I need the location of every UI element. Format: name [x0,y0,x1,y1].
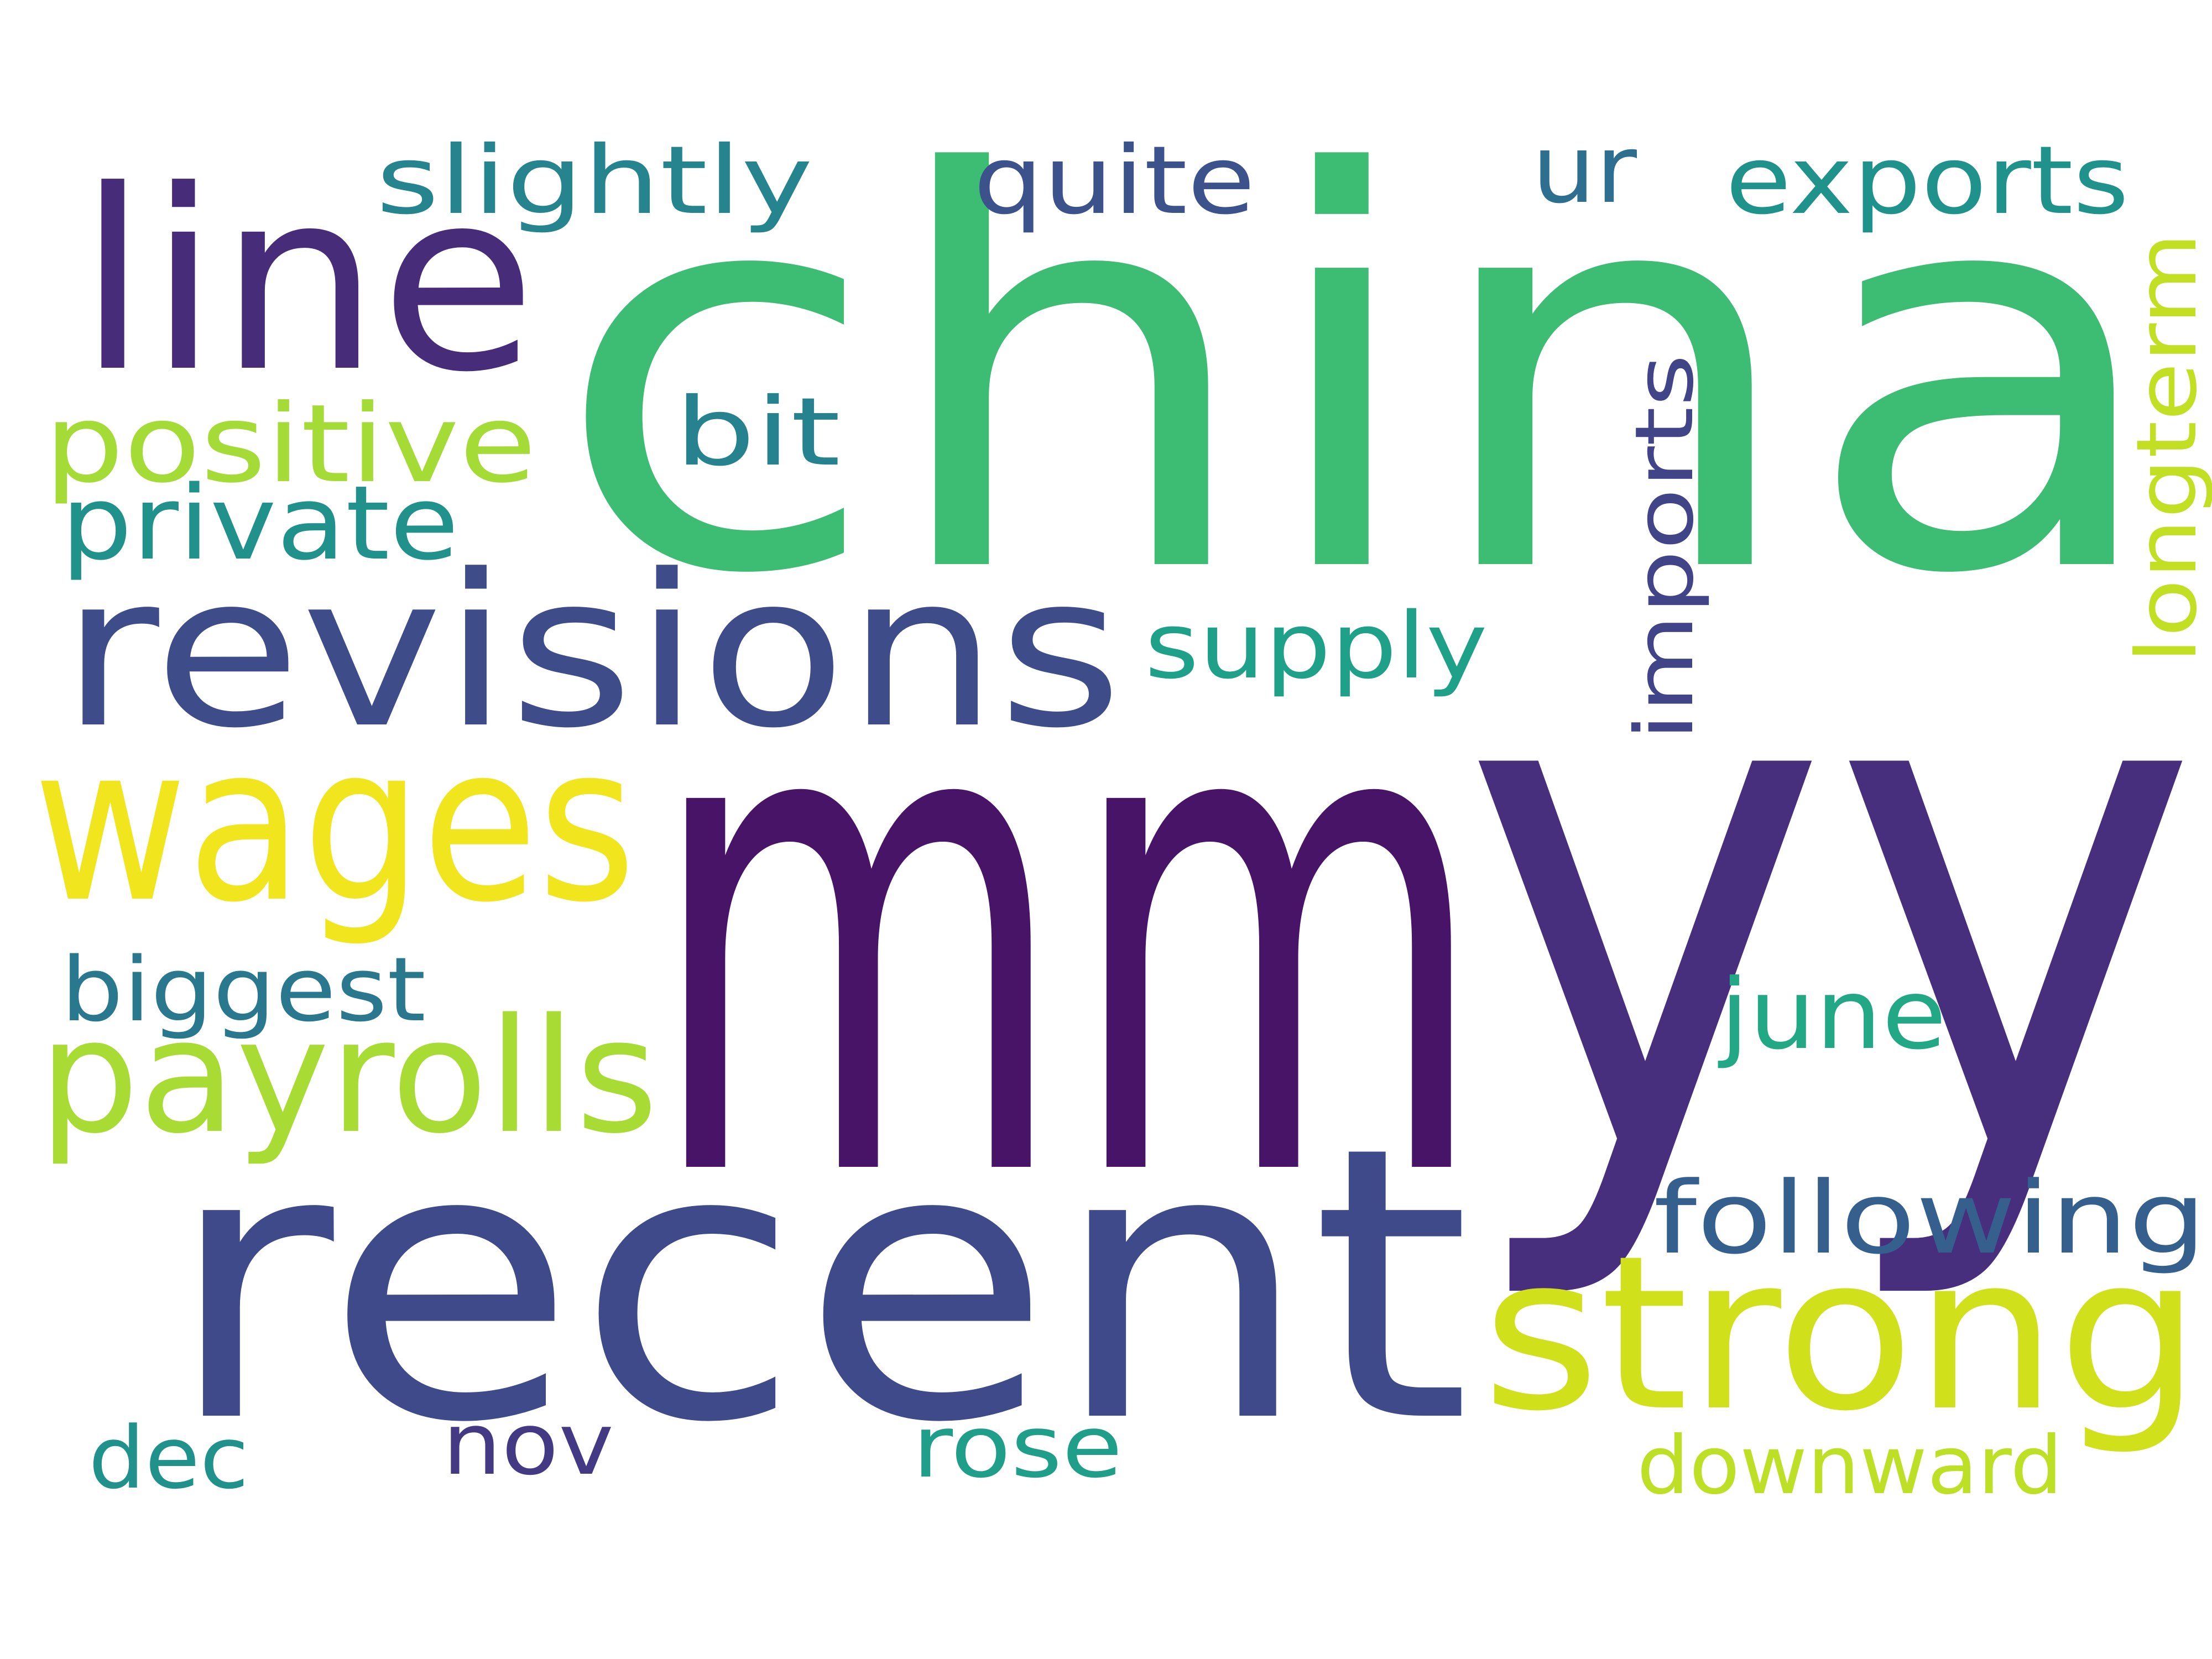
word-revisions: revisions [61,529,1123,774]
word-nov: nov [442,1394,614,1494]
word-yy: yy [1460,493,2201,1311]
word-june: june [1718,959,1947,1071]
word-dec: dec [88,1408,249,1508]
word-following: following [1653,1161,2206,1276]
word-quite: quite [973,126,1255,236]
word-supply: supply [1145,593,1488,699]
word-private: private [61,463,459,583]
word-exports: exports [1725,126,2129,236]
word-recent: recent [166,1067,1471,1505]
word-imports: imports [1618,354,1712,741]
word-strong: strong [1482,1210,2201,1458]
word-wages: wages [33,698,636,950]
word-longterm: longterm [2119,232,2212,664]
word-payrolls: payrolls [39,985,658,1168]
word-rose: rose [912,1397,1123,1497]
word-biggest: biggest [61,938,426,1041]
word-positive: positive [44,381,536,507]
word-downward: downward [1637,1419,2063,1512]
word-slightly: slightly [376,126,813,236]
word-line: line [77,137,536,427]
word-bit: bit [675,378,841,487]
word-china: china [553,61,2168,692]
word-mm: mm [647,541,1488,1326]
word-ur: ur [1532,115,1637,225]
